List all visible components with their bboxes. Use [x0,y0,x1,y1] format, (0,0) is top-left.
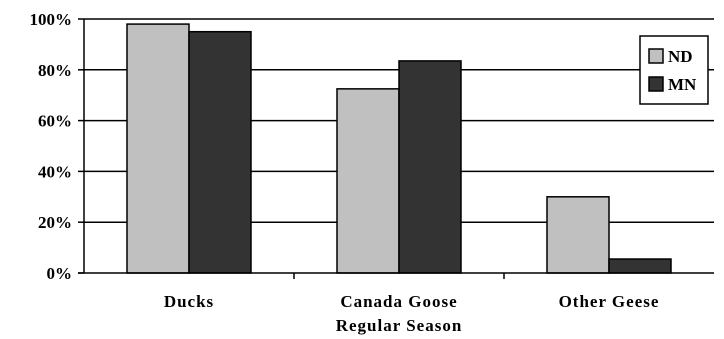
y-tick-label: 40% [38,162,72,181]
legend-box [639,35,709,105]
x-tick-label: Canada Goose [340,292,457,311]
y-tick-label: 0% [47,264,73,283]
y-tick-label: 80% [38,61,72,80]
legend-label-mn: MN [668,75,697,94]
legend-label-nd: ND [668,47,693,66]
bar-mn-3 [608,258,672,274]
y-tick-label: 60% [38,112,72,131]
y-tick-label: 100% [30,10,73,29]
legend-swatch-mn [648,76,664,92]
axes [78,19,714,274]
legend-swatch-nd [648,48,664,64]
y-axis-ticks: 0% 20% 40% 60% 80% 100% [30,10,84,283]
bars [126,23,672,274]
bar-nd-1 [126,23,190,274]
x-axis-ticks: Ducks Canada Goose Regular Season Other Gee… [164,273,660,335]
legend: ND MN [639,35,709,105]
bar-mn-1 [188,30,252,274]
bar-nd-3 [546,196,610,274]
x-tick-label: Other Geese [559,292,660,311]
x-tick-label: Regular Season [336,316,463,335]
bar-nd-2 [336,88,400,274]
bar-mn-2 [398,60,462,274]
x-tick-label: Ducks [164,292,214,311]
y-tick-label: 20% [38,213,72,232]
